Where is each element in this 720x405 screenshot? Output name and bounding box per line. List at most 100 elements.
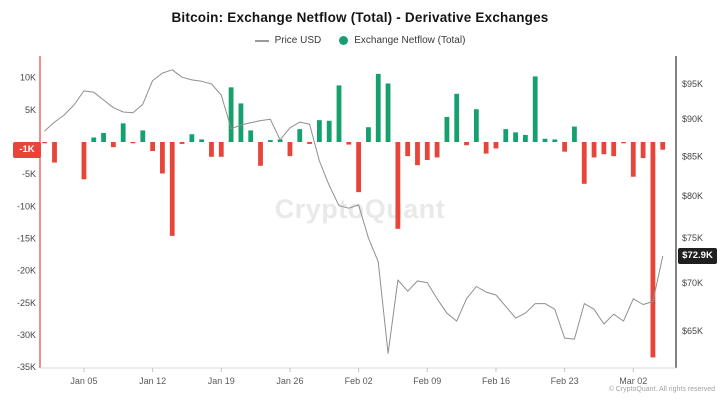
svg-text:-30K: -30K — [17, 330, 36, 340]
netflow-bar — [591, 142, 597, 158]
svg-text:$80K: $80K — [682, 191, 703, 201]
svg-text:-5K: -5K — [22, 169, 36, 179]
svg-text:$65K: $65K — [682, 326, 703, 336]
legend-item-netflow[interactable]: Exchange Netflow (Total) — [339, 35, 465, 46]
netflow-bar — [228, 87, 234, 142]
netflow-bar — [493, 142, 499, 149]
netflow-bar — [258, 142, 263, 166]
svg-text:10K: 10K — [20, 73, 36, 83]
netflow-bar — [42, 142, 48, 144]
netflow-bar — [650, 142, 656, 358]
netflow-bar — [326, 120, 332, 142]
netflow-bar — [630, 142, 636, 177]
netflow-bar — [307, 142, 312, 144]
axes — [39, 56, 677, 369]
svg-text:Jan 12: Jan 12 — [139, 376, 166, 386]
svg-text:-15K: -15K — [17, 233, 36, 243]
netflow-bar — [464, 142, 469, 146]
netflow-bar — [483, 142, 489, 154]
right-axis-labels: $95K $90K $85K $80K $75K $70K $65K — [682, 79, 703, 336]
x-axis-labels: Jan 05 Jan 12 Jan 19 Jan 26 Feb 02 Feb 09 Feb … — [70, 368, 647, 386]
netflow-bar — [581, 142, 587, 184]
netflow-bar — [218, 142, 224, 157]
netflow-bar — [532, 76, 538, 142]
netflow-bar — [562, 142, 568, 152]
netflow-bar — [640, 142, 646, 159]
netflow-bar — [52, 142, 57, 163]
svg-text:-10K: -10K — [17, 201, 36, 211]
netflow-bar — [101, 132, 106, 142]
netflow-bar — [552, 139, 558, 142]
netflow-bar — [424, 142, 430, 161]
netflow-bar — [542, 138, 548, 142]
netflow-bar — [522, 134, 528, 142]
svg-text:-25K: -25K — [17, 298, 36, 308]
svg-text:$70K: $70K — [682, 278, 703, 288]
netflow-bar — [238, 103, 244, 142]
netflow-bar — [444, 116, 450, 142]
netflow-bar — [346, 142, 352, 145]
netflow-dot-swatch-icon — [339, 36, 349, 45]
netflow-bar — [267, 140, 273, 142]
left-axis-labels: 10K 5K -5K -10K -15K -20K -25K -30K -35K — [17, 73, 36, 372]
netflow-bar — [140, 130, 146, 142]
netflow-bar — [336, 85, 342, 142]
netflow-bar — [385, 83, 391, 142]
netflow-bar — [169, 142, 175, 236]
netflow-bar — [473, 109, 479, 142]
netflow-bar — [316, 120, 322, 142]
netflow-bar — [91, 137, 97, 142]
netflow-bar — [248, 130, 254, 142]
netflow-bar — [189, 134, 195, 142]
chart-title: Bitcoin: Exchange Netflow (Total) - Deri… — [171, 10, 549, 25]
netflow-bar — [366, 127, 371, 142]
svg-text:Jan 26: Jan 26 — [276, 376, 303, 386]
svg-text:Feb 09: Feb 09 — [413, 376, 441, 386]
svg-text:Feb 23: Feb 23 — [551, 376, 579, 386]
netflow-bar — [611, 142, 617, 157]
netflow-bar — [454, 93, 460, 142]
svg-text:5K: 5K — [25, 105, 36, 115]
netflow-bar — [120, 123, 126, 142]
svg-text:-20K: -20K — [17, 266, 36, 276]
netflow-bar — [81, 142, 87, 180]
price-line — [44, 69, 664, 354]
copyright: © CryptoQuant. All rights reserved — [608, 386, 715, 393]
price-current-badge: $72.9K — [678, 248, 717, 265]
netflow-bar — [277, 139, 283, 142]
svg-text:Jan 05: Jan 05 — [70, 376, 97, 386]
svg-text:$75K: $75K — [682, 233, 703, 243]
svg-text:Feb 16: Feb 16 — [482, 376, 510, 386]
svg-text:$95K: $95K — [682, 79, 703, 89]
netflow-bars — [42, 73, 666, 358]
svg-text:Jan 19: Jan 19 — [208, 376, 235, 386]
legend: Price USD Exchange Netflow (Total) — [0, 35, 720, 46]
netflow-bar — [405, 142, 411, 157]
svg-text:Mar 02: Mar 02 — [619, 376, 647, 386]
netflow-bar — [503, 129, 509, 142]
netflow-bar — [572, 126, 577, 142]
legend-price-label: Price USD — [274, 35, 322, 46]
price-line-swatch-icon — [254, 39, 269, 42]
netflow-bar — [601, 142, 607, 155]
netflow-bar — [209, 142, 214, 157]
netflow-bar — [179, 142, 185, 144]
netflow-bar — [513, 132, 518, 142]
legend-item-price[interactable]: Price USD — [254, 35, 322, 46]
netflow-bar — [356, 142, 362, 193]
netflow-bar — [150, 142, 156, 152]
netflow-bar — [110, 142, 116, 148]
netflow-bar — [660, 142, 666, 150]
netflow-current-badge: -1K — [13, 141, 41, 158]
svg-text:$90K: $90K — [682, 114, 703, 124]
svg-text:$85K: $85K — [682, 151, 703, 161]
netflow-bar — [395, 142, 401, 229]
netflow-bar — [434, 142, 440, 158]
netflow-bar — [199, 139, 205, 142]
netflow-bar — [375, 73, 381, 142]
netflow-bar — [287, 142, 293, 157]
netflow-bar — [621, 142, 626, 144]
netflow-bar — [160, 142, 165, 174]
